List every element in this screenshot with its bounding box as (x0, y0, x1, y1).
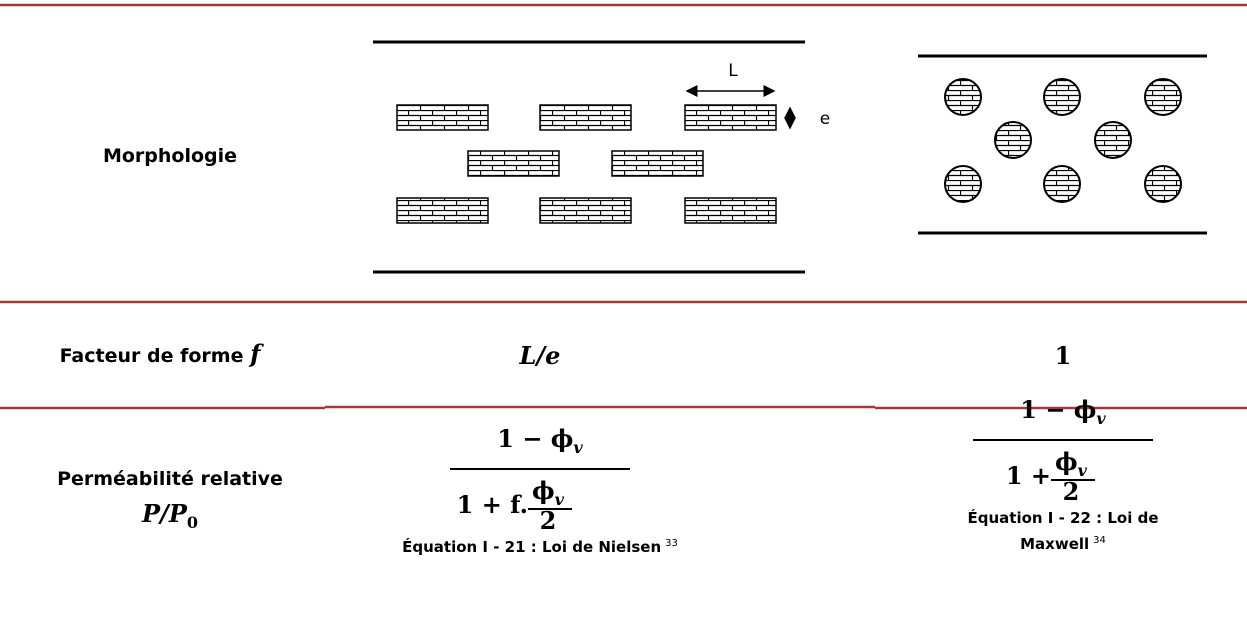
phi: ϕ (1055, 447, 1078, 476)
sphere-diagram (918, 54, 1207, 235)
caption: Équation I - 22 : Loi de (967, 508, 1158, 527)
caption-text: Équation I - 22 : Loi de (967, 508, 1158, 527)
small-num: ϕv (532, 476, 565, 509)
num-sub: v (1096, 409, 1106, 428)
num-text: 1 − ϕ (1020, 395, 1096, 424)
caption-text: Équation I - 21 : Loi de Nielsen (402, 537, 661, 556)
denominator: 1 + (1006, 461, 1051, 490)
caption-text: Maxwell (1020, 535, 1089, 553)
caption: Équation I - 21 : Loi de Nielsen 33 (402, 537, 678, 556)
label-text: Facteur de forme (60, 345, 251, 367)
den-text: 1 + (1006, 461, 1051, 490)
den-text: 1 + f. (457, 490, 528, 519)
row-label: Morphologie (103, 145, 237, 167)
phi-sub: v (555, 490, 565, 509)
small-den: 2 (540, 506, 557, 535)
numerator: 1 − ϕv (1020, 395, 1106, 428)
ratio: P/P (141, 499, 188, 528)
phi-sub: v (1078, 461, 1088, 480)
num-text: 1 − ϕ (497, 424, 573, 453)
caption: Maxwell 34 (1020, 535, 1106, 553)
numerator: 1 − ϕv (497, 424, 583, 457)
length-label: L (728, 61, 738, 81)
ref: 34 (1093, 535, 1106, 546)
label-var: f (248, 339, 264, 368)
shape-factor: L/e (519, 341, 561, 370)
small-den: 2 (1063, 477, 1080, 506)
phi: ϕ (532, 476, 555, 505)
row-label-formula: P/P0 (141, 499, 198, 532)
num-sub: v (573, 438, 583, 457)
ratio-sub: 0 (187, 513, 198, 532)
platelet-diagram: L e (373, 40, 830, 274)
ref: 33 (665, 538, 678, 549)
denominator: 1 + f. (457, 490, 528, 519)
row-label: Perméabilité relative (57, 468, 283, 490)
row-label: Facteur de forme f (60, 339, 265, 368)
thickness-label: e (820, 109, 830, 129)
separators (0, 3, 1247, 410)
small-num: ϕv (1055, 447, 1088, 480)
shape-factor: 1 (1055, 341, 1072, 370)
